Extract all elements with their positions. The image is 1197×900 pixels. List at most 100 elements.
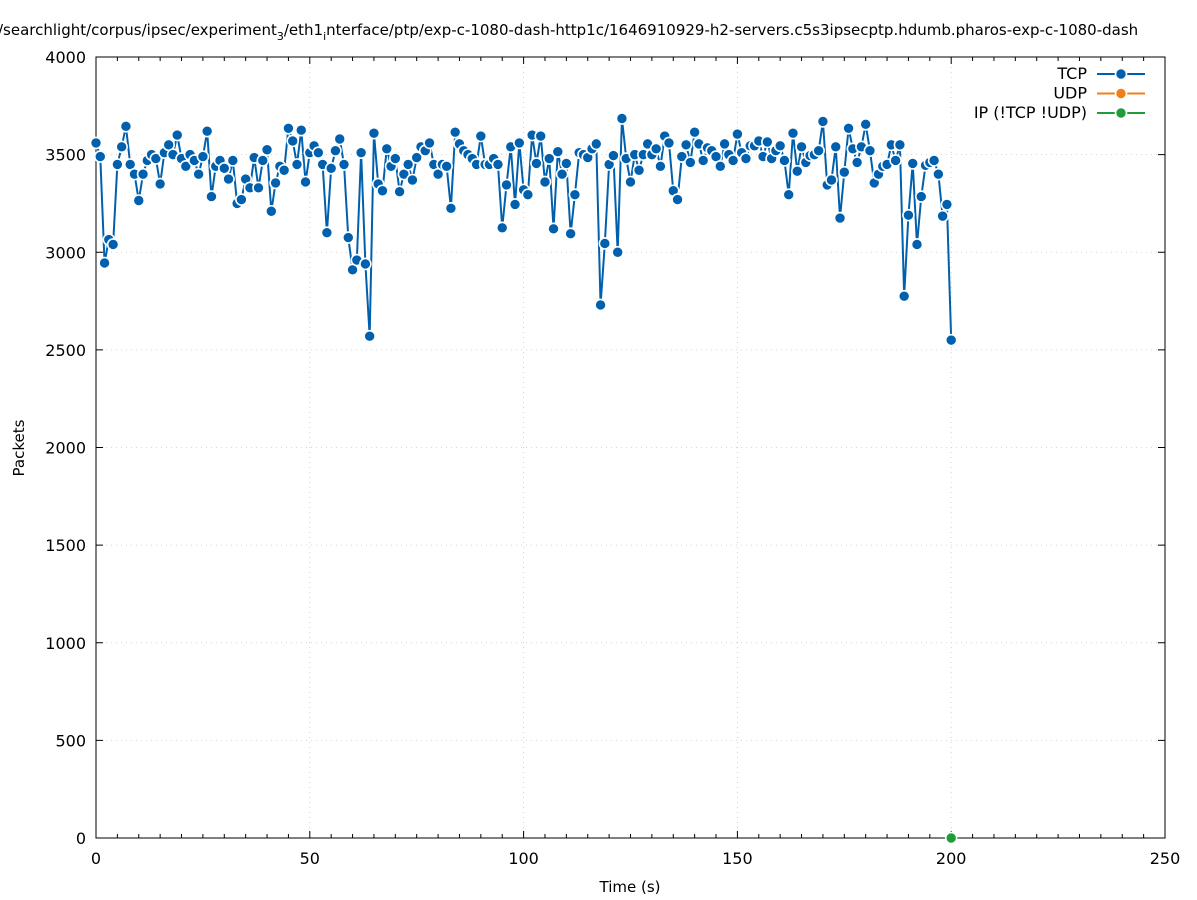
data-point	[538, 175, 552, 189]
y-tick-label: 4000	[45, 48, 86, 67]
data-point	[568, 188, 582, 201]
data-point	[252, 181, 265, 195]
data-point	[153, 177, 167, 191]
data-point	[910, 238, 924, 251]
data-point	[196, 150, 210, 163]
data-point	[89, 136, 103, 150]
x-tick-label: 150	[722, 849, 753, 868]
x-tick-label: 50	[300, 849, 320, 868]
data-point	[359, 257, 372, 271]
series-2	[944, 831, 958, 845]
data-point	[654, 160, 667, 173]
data-point	[589, 137, 603, 151]
data-point	[389, 152, 402, 165]
data-point	[944, 333, 958, 347]
data-point	[337, 158, 351, 171]
data-point	[341, 231, 355, 244]
ticks-layer: 0 50 100 150 200 2500500100015002000250030003…	[45, 48, 1180, 868]
data-point	[778, 154, 791, 167]
data-point	[837, 165, 851, 179]
data-point	[192, 167, 205, 181]
chart-title-sub2: i	[323, 30, 326, 43]
data-point	[294, 123, 308, 137]
data-point	[773, 139, 787, 153]
data-point	[119, 120, 133, 133]
data-point	[286, 134, 299, 148]
y-tick-label: 1000	[45, 634, 86, 653]
legend-marker	[1114, 106, 1128, 120]
x-tick-label: 100	[508, 849, 539, 868]
data-point	[256, 154, 270, 167]
x-axis-label: Time (s)	[599, 878, 661, 896]
data-point	[98, 256, 111, 270]
data-point	[115, 140, 128, 154]
data-point	[696, 154, 710, 167]
data-point	[671, 193, 684, 206]
y-axis-label: Packets	[10, 419, 28, 476]
y-tick-label: 3000	[45, 243, 86, 262]
data-point	[170, 128, 184, 142]
data-point	[491, 158, 505, 171]
data-point	[410, 151, 424, 164]
data-point	[277, 163, 291, 177]
data-point	[367, 126, 381, 140]
data-point	[440, 160, 453, 173]
data-point	[889, 154, 902, 167]
data-point	[93, 150, 107, 163]
data-point	[611, 245, 624, 259]
data-point	[132, 194, 146, 207]
data-point	[893, 138, 907, 152]
data-point	[547, 222, 560, 236]
data-point	[106, 238, 120, 251]
data-point	[688, 125, 701, 139]
data-point	[902, 208, 915, 222]
data-point	[406, 173, 419, 187]
data-point	[607, 149, 620, 162]
data-point	[333, 132, 347, 146]
data-point	[790, 164, 804, 178]
data-point	[495, 221, 509, 235]
y-tick-label: 1500	[45, 536, 86, 555]
data-point	[265, 204, 278, 218]
data-point	[842, 121, 855, 135]
data-point	[401, 158, 415, 171]
data-point	[825, 173, 838, 187]
chart-title-part3: nterface/ptp/exp-c-1080-dash-http1c/1646…	[326, 21, 1138, 39]
data-point	[897, 289, 911, 303]
data-point	[761, 135, 774, 149]
data-point	[222, 172, 235, 186]
data-point	[944, 831, 958, 845]
data-point	[448, 125, 462, 139]
data-point	[226, 154, 240, 167]
data-point	[299, 175, 312, 189]
data-point	[260, 143, 274, 157]
data-point	[136, 167, 150, 181]
data-point	[423, 136, 436, 150]
y-tick-label: 0	[76, 829, 86, 848]
data-point	[863, 144, 877, 158]
data-point	[936, 209, 949, 223]
data-point	[324, 161, 338, 175]
data-point	[555, 167, 569, 181]
series-0	[89, 112, 958, 347]
data-point	[632, 163, 646, 177]
data-point	[675, 150, 689, 163]
data-point	[624, 175, 637, 189]
data-point	[713, 160, 727, 173]
data-point	[594, 298, 607, 312]
data-point	[513, 136, 526, 150]
data-point	[521, 188, 535, 201]
x-tick-label: 200	[936, 849, 967, 868]
data-point	[500, 178, 513, 192]
data-point	[542, 152, 556, 165]
data-point	[551, 145, 565, 158]
series-layer	[89, 112, 958, 845]
data-point	[560, 157, 573, 170]
data-point	[932, 167, 945, 181]
data-point	[534, 129, 548, 143]
data-point	[217, 161, 231, 175]
data-point	[731, 127, 744, 141]
data-point	[914, 190, 928, 203]
x-tick-label: 0	[91, 849, 101, 868]
data-point	[444, 202, 458, 215]
